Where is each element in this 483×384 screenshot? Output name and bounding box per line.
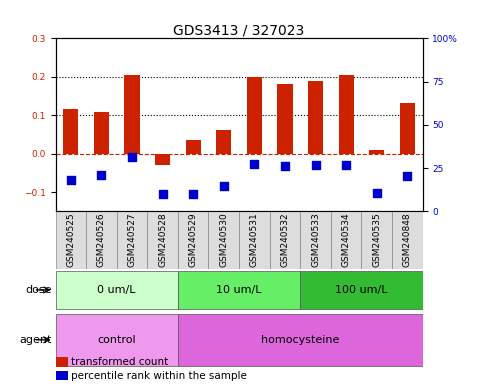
- FancyBboxPatch shape: [300, 211, 331, 269]
- FancyBboxPatch shape: [178, 211, 209, 269]
- Text: 100 um/L: 100 um/L: [335, 285, 388, 295]
- FancyBboxPatch shape: [270, 211, 300, 269]
- Bar: [400, 103, 415, 154]
- Bar: [247, 77, 262, 154]
- Point: [251, 161, 258, 167]
- Text: transformed count: transformed count: [71, 357, 169, 367]
- Text: GSM240535: GSM240535: [372, 213, 381, 267]
- Point: [159, 191, 167, 197]
- Bar: [63, 109, 78, 154]
- Bar: [308, 81, 323, 154]
- Bar: [277, 84, 293, 154]
- FancyBboxPatch shape: [239, 211, 270, 269]
- Text: homocysteine: homocysteine: [261, 335, 340, 345]
- FancyBboxPatch shape: [147, 211, 178, 269]
- Text: GSM240529: GSM240529: [189, 213, 198, 267]
- Text: GSM240533: GSM240533: [311, 213, 320, 267]
- Bar: [216, 130, 231, 154]
- Text: control: control: [98, 335, 136, 345]
- Text: GSM240848: GSM240848: [403, 213, 412, 267]
- Bar: [339, 75, 354, 154]
- Text: GSM240525: GSM240525: [66, 213, 75, 267]
- Point: [67, 177, 75, 183]
- Text: 0 um/L: 0 um/L: [98, 285, 136, 295]
- Bar: [185, 140, 201, 154]
- FancyBboxPatch shape: [300, 271, 423, 309]
- Text: GSM240534: GSM240534: [341, 213, 351, 267]
- Point: [98, 172, 105, 178]
- FancyBboxPatch shape: [86, 211, 117, 269]
- Point: [342, 162, 350, 168]
- Text: GSM240532: GSM240532: [281, 213, 289, 267]
- Text: GSM240526: GSM240526: [97, 213, 106, 267]
- FancyBboxPatch shape: [361, 211, 392, 269]
- Point: [403, 173, 411, 179]
- Point: [281, 163, 289, 169]
- Bar: [155, 154, 170, 165]
- Text: 10 um/L: 10 um/L: [216, 285, 262, 295]
- Text: GSM240528: GSM240528: [158, 213, 167, 267]
- FancyBboxPatch shape: [331, 211, 361, 269]
- Text: GSM240531: GSM240531: [250, 213, 259, 267]
- FancyBboxPatch shape: [392, 211, 423, 269]
- FancyBboxPatch shape: [178, 314, 423, 366]
- Title: GDS3413 / 327023: GDS3413 / 327023: [173, 23, 305, 37]
- FancyBboxPatch shape: [209, 211, 239, 269]
- Text: GSM240527: GSM240527: [128, 213, 137, 267]
- Text: percentile rank within the sample: percentile rank within the sample: [71, 371, 247, 381]
- Point: [128, 154, 136, 161]
- Point: [312, 162, 319, 168]
- Text: agent: agent: [19, 335, 52, 345]
- FancyBboxPatch shape: [56, 314, 178, 366]
- FancyBboxPatch shape: [117, 211, 147, 269]
- FancyBboxPatch shape: [56, 271, 178, 309]
- FancyBboxPatch shape: [56, 211, 86, 269]
- Bar: [125, 75, 140, 154]
- Bar: [369, 150, 384, 154]
- Text: GSM240530: GSM240530: [219, 213, 228, 267]
- Point: [189, 191, 197, 197]
- FancyBboxPatch shape: [178, 271, 300, 309]
- Point: [220, 183, 227, 189]
- Text: dose: dose: [26, 285, 52, 295]
- Bar: [94, 112, 109, 154]
- Point: [373, 190, 381, 196]
